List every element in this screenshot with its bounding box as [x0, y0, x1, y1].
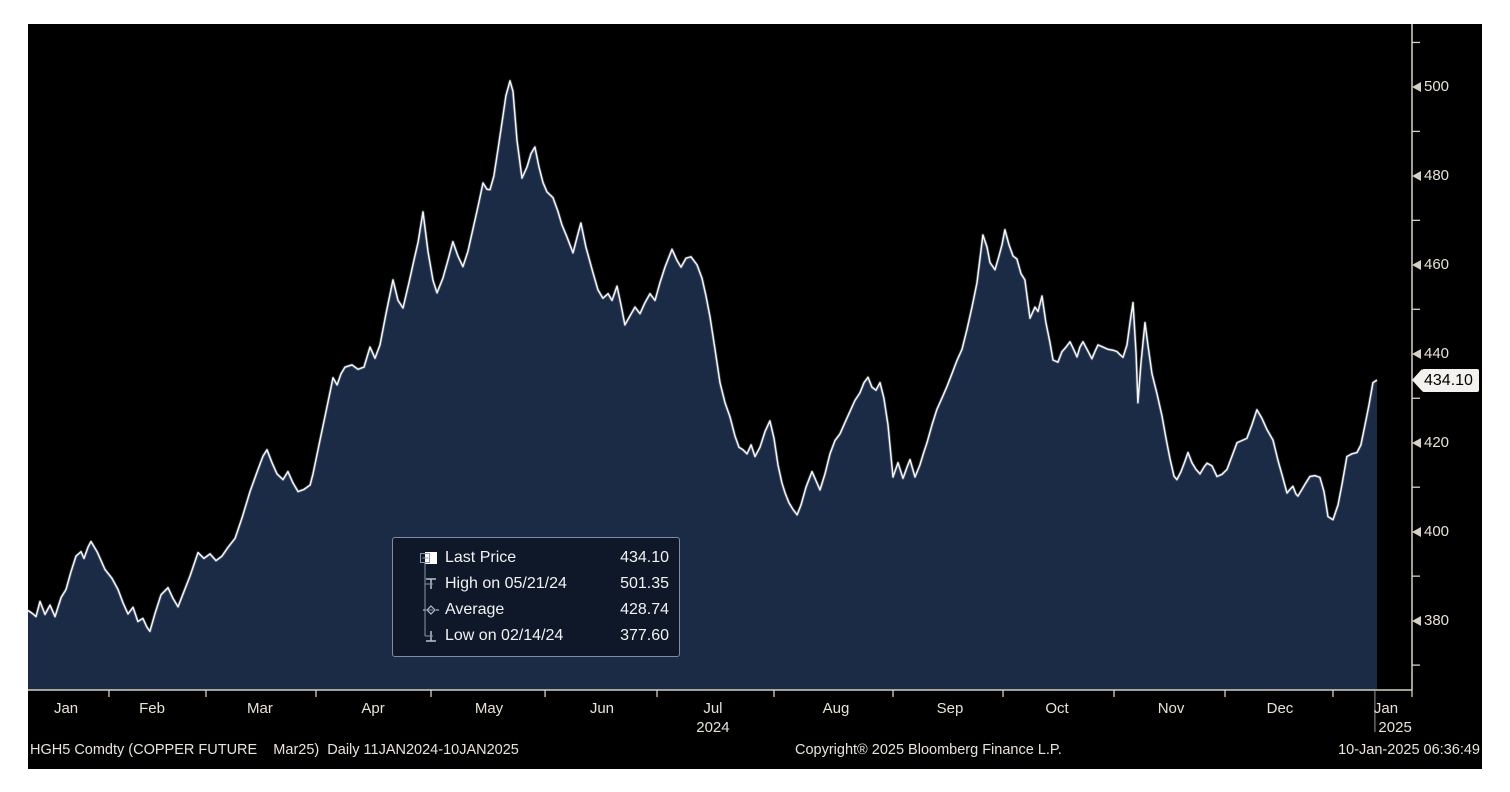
- legend-row-average[interactable]: Average 428.74: [421, 597, 669, 623]
- chart-panel: 380 400 420 440 460 480 500 Jan Feb Mar Apr May Jun J…: [28, 24, 1482, 769]
- price-area-chart[interactable]: [28, 24, 1482, 769]
- legend-value: 377.60: [620, 627, 669, 644]
- copyright-text: Copyright® 2025 Bloomberg Finance L.P.: [795, 742, 1062, 758]
- area-fill: [28, 80, 1377, 690]
- last-price-tag: 434.10: [1412, 368, 1479, 392]
- last-price-value: 434.10: [1422, 368, 1479, 392]
- security-description: HGH5 Comdty (COPPER FUTURE Mar25) Daily …: [30, 742, 519, 758]
- legend-tree-icon: [420, 553, 433, 637]
- timestamp: 10-Jan-2025 06:36:49: [1338, 742, 1480, 758]
- last-price-swatch-icon: [421, 550, 441, 566]
- legend-label: Last Price: [445, 549, 517, 566]
- legend-value: 434.10: [620, 549, 669, 566]
- legend-row-low[interactable]: Low on 02/14/24 377.60: [421, 623, 669, 649]
- legend-row-high[interactable]: High on 05/21/24 501.35: [421, 571, 669, 597]
- legend-label: Low on 02/14/24: [445, 627, 564, 644]
- legend-value: 428.74: [620, 601, 669, 618]
- status-bar: HGH5 Comdty (COPPER FUTURE Mar25) Daily …: [28, 742, 1482, 764]
- legend-row-last-price[interactable]: Last Price 434.10: [421, 545, 669, 571]
- legend-value: 501.35: [620, 575, 669, 592]
- price-line: [28, 80, 1378, 633]
- last-price-arrow-icon: [1412, 369, 1422, 391]
- legend-box[interactable]: Last Price 434.10 High on 05/21/24 501.3…: [392, 537, 680, 657]
- legend-label: Average: [445, 601, 505, 618]
- legend-label: High on 05/21/24: [445, 575, 567, 592]
